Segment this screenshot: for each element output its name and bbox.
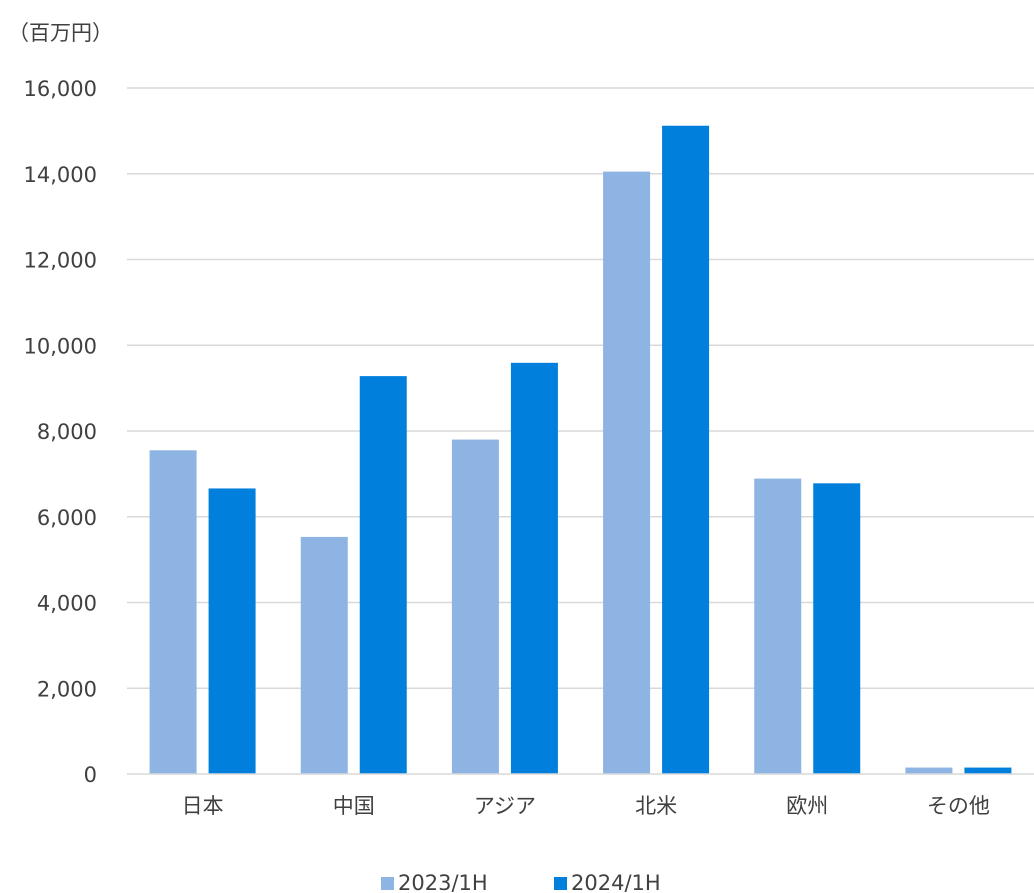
bars bbox=[149, 125, 1012, 775]
x-category-label: 北米 bbox=[635, 794, 677, 818]
bar-series1-0 bbox=[149, 450, 197, 774]
legend-label: 2024/1H bbox=[571, 871, 661, 893]
legend-label: 2023/1H bbox=[398, 871, 488, 893]
bar-series2-1 bbox=[359, 376, 407, 774]
bar-series1-5 bbox=[905, 767, 953, 774]
y-tick-label: 2,000 bbox=[37, 677, 97, 701]
bar-series2-0 bbox=[208, 488, 256, 774]
bar-series2-3 bbox=[662, 125, 710, 775]
y-axis-ticks: 0 2,000 4,000 6,000 8,000 10,000 12,000 14,000 1… bbox=[24, 77, 97, 787]
bar-series2-5 bbox=[964, 767, 1012, 774]
bar-series1-1 bbox=[300, 536, 348, 774]
bar-series1-2 bbox=[451, 439, 499, 774]
x-category-label: アジア bbox=[474, 794, 536, 818]
bar-series2-4 bbox=[813, 483, 861, 774]
bar-series1-3 bbox=[603, 171, 651, 774]
bar-series1-4 bbox=[754, 478, 802, 774]
legend-swatch bbox=[554, 877, 567, 890]
x-category-label: その他 bbox=[927, 794, 990, 818]
y-tick-label: 0 bbox=[84, 763, 97, 787]
x-axis-labels: 日本 中国 アジア 北米 欧州 その他 bbox=[182, 794, 990, 818]
y-tick-label: 14,000 bbox=[24, 163, 97, 187]
x-category-label: 日本 bbox=[182, 794, 224, 818]
gridlines bbox=[127, 87, 1034, 689]
y-tick-label: 12,000 bbox=[24, 249, 97, 273]
y-tick-label: 10,000 bbox=[24, 334, 97, 358]
legend-swatch bbox=[381, 877, 394, 890]
unit-label: （百万円） bbox=[8, 21, 113, 45]
bar-series2-2 bbox=[510, 362, 558, 774]
x-category-label: 中国 bbox=[333, 794, 375, 818]
legend: 2023/1H 2024/1H bbox=[381, 871, 661, 893]
y-tick-label: 4,000 bbox=[37, 592, 97, 616]
x-category-label: 欧州 bbox=[786, 794, 828, 818]
y-tick-label: 16,000 bbox=[24, 77, 97, 101]
y-tick-label: 6,000 bbox=[37, 506, 97, 530]
y-tick-label: 8,000 bbox=[37, 420, 97, 444]
